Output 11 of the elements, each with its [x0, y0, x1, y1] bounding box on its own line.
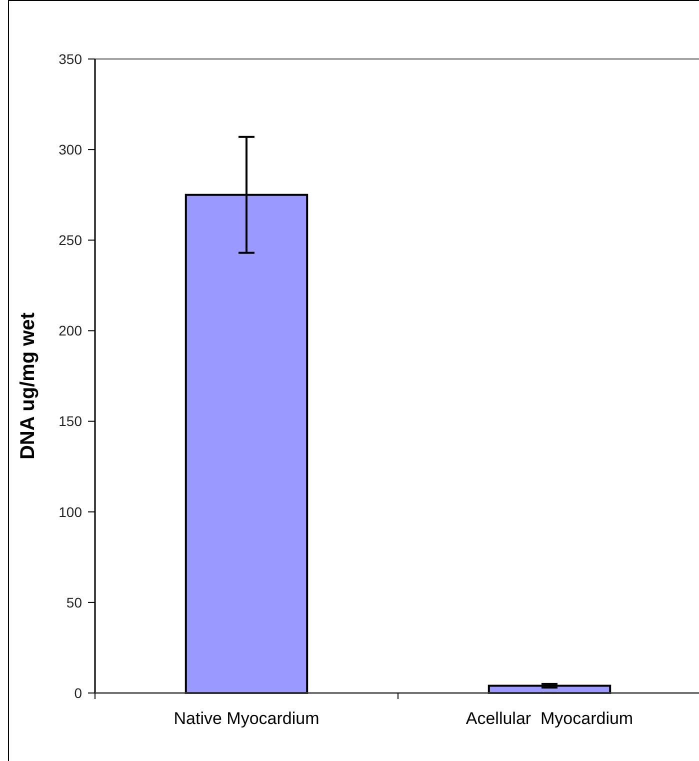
y-tick-label: 150	[58, 413, 82, 430]
x-tick-label: Native Myocardium	[174, 709, 320, 728]
y-tick-label: 200	[58, 322, 82, 339]
y-tick-label: 50	[66, 594, 82, 610]
x-tick-label: Acellular Myocardium	[466, 709, 634, 728]
y-tick-label: 100	[58, 504, 82, 520]
y-tick-label: 0	[74, 684, 82, 701]
y-axis-title: DNA ug/mg wet	[17, 312, 39, 460]
y-tick-label: 250	[58, 232, 82, 248]
y-tick-label: 350	[58, 50, 82, 67]
y-tick-label: 300	[58, 141, 82, 158]
